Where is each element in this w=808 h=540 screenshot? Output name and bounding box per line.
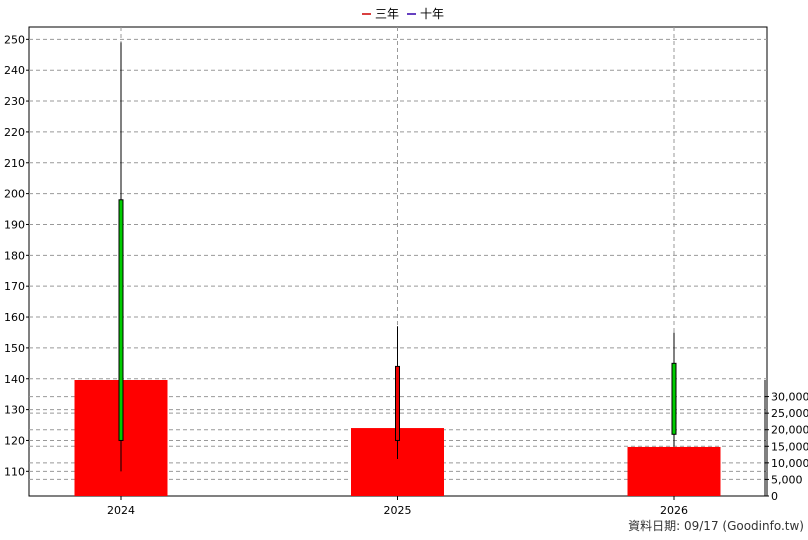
- price-tick-label: 250: [4, 33, 25, 46]
- volume-tick-label: 10,000: [771, 457, 808, 470]
- price-tick-label: 110: [4, 465, 25, 478]
- legend-label-1: 十年: [420, 7, 444, 21]
- price-tick-label: 200: [4, 188, 25, 201]
- price-tick-label: 140: [4, 373, 25, 386]
- volume-tick-label: 30,000: [771, 391, 808, 404]
- candlesticks: [118, 42, 677, 472]
- volume-bar-2026: [627, 446, 721, 496]
- price-tick-label: 130: [4, 404, 25, 417]
- price-tick-label: 160: [4, 311, 25, 324]
- volume-tick-label: 15,000: [771, 440, 808, 453]
- price-tick-label: 210: [4, 157, 25, 170]
- legend-label-0: 三年: [375, 7, 399, 21]
- price-tick-label: 190: [4, 218, 25, 231]
- volume-tick-label: 5,000: [771, 473, 803, 486]
- price-tick-label: 120: [4, 434, 25, 447]
- price-tick-label: 240: [4, 64, 25, 77]
- candle-body-2024: [118, 199, 124, 441]
- candle-body-2025: [395, 365, 400, 441]
- data-date-footer: 資料日期: 09/17 (Goodinfo.tw): [628, 519, 804, 533]
- price-tick-label: 220: [4, 126, 25, 139]
- legend: 三年 十年: [362, 7, 444, 21]
- volume-tick-label: 20,000: [771, 424, 808, 437]
- x-axis: 2024 2025 2026: [107, 496, 688, 517]
- price-tick-label: 170: [4, 280, 25, 293]
- price-tick-label: 150: [4, 342, 25, 355]
- price-tick-label: 180: [4, 249, 25, 262]
- price-axis: 110 120 130 140 150 160 170 180 190 200 210 220 230 2…: [4, 33, 29, 478]
- x-tick-label: 2024: [107, 504, 135, 517]
- volume-axis: 0 5,000 10,000 15,000 20,000 25,000 30,000: [764, 380, 808, 503]
- candle-body-2026: [671, 362, 677, 435]
- volume-tick-label: 25,000: [771, 407, 808, 420]
- price-tick-label: 230: [4, 95, 25, 108]
- x-tick-label: 2026: [660, 504, 688, 517]
- volume-tick-label: 0: [771, 490, 778, 503]
- x-tick-label: 2025: [384, 504, 412, 517]
